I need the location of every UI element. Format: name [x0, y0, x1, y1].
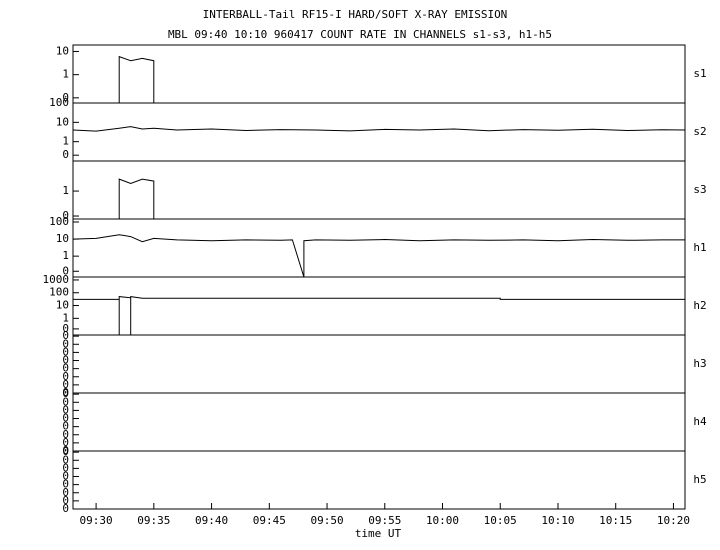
panel-frame — [72, 450, 686, 510]
chart-subtitle: MBL 09:40 10:10 960417 COUNT RATE IN CHA… — [168, 28, 552, 41]
x-tick-label: 10:00 — [426, 514, 459, 527]
y-tick-label: 100 — [49, 286, 69, 299]
x-tick-label: 10:15 — [599, 514, 632, 527]
y-tick-label: 0 — [62, 445, 69, 458]
x-tick-label: 09:30 — [80, 514, 113, 527]
panel-label: h4 — [693, 415, 707, 428]
y-tick-label: 0 — [62, 502, 69, 515]
y-tick-label: 0 — [62, 386, 69, 399]
y-tick-label: 0 — [62, 403, 69, 416]
y-tick-label: 100 — [49, 215, 69, 228]
panel-frame — [72, 218, 686, 278]
y-tick-label: 0 — [62, 370, 69, 383]
y-tick-label: 0 — [62, 412, 69, 425]
chart-title: INTERBALL-Tail RF15-I HARD/SOFT X-RAY EM… — [203, 8, 508, 21]
y-tick-label: 0 — [62, 354, 69, 367]
panel-label: s1 — [693, 67, 706, 80]
y-tick-label: 0 — [62, 378, 69, 391]
panel-frame — [72, 276, 686, 336]
data-line — [72, 234, 685, 278]
y-tick-label: 0 — [62, 470, 69, 483]
y-tick-label: 10 — [56, 115, 69, 128]
y-tick-label: 0 — [62, 91, 69, 104]
panel-frame — [72, 160, 686, 220]
y-tick-label: 0 — [62, 395, 69, 408]
y-tick-label: 0 — [62, 345, 69, 358]
x-tick-label: 10:05 — [484, 514, 517, 527]
panel-label: s3 — [693, 183, 706, 196]
panel-frame — [72, 102, 686, 162]
y-tick-label: 0 — [62, 387, 69, 400]
x-tick-label: 10:10 — [541, 514, 574, 527]
y-tick-label: 0 — [62, 494, 69, 507]
y-tick-label: 0 — [62, 428, 69, 441]
x-tick-label: 09:55 — [368, 514, 401, 527]
y-tick-label: 0 — [62, 337, 69, 350]
panel-frame — [72, 44, 686, 104]
y-tick-label: 10 — [56, 232, 69, 245]
y-tick-label: 0 — [62, 478, 69, 491]
panel-frame — [72, 392, 686, 452]
y-tick-label: 0 — [62, 329, 69, 342]
panel-label: h3 — [693, 357, 706, 370]
y-tick-label: 0 — [62, 209, 69, 222]
y-tick-label: 0 — [62, 444, 69, 457]
y-tick-label: 1 — [62, 68, 69, 81]
y-tick-label: 10 — [56, 299, 69, 312]
y-tick-label: 1000 — [43, 273, 70, 286]
x-tick-label: 10:20 — [657, 514, 690, 527]
y-tick-label: 0 — [62, 461, 69, 474]
y-tick-label: 0 — [62, 264, 69, 277]
y-tick-label: 0 — [62, 148, 69, 161]
y-tick-label: 0 — [62, 362, 69, 375]
y-tick-label: 0 — [62, 453, 69, 466]
panel-label: h2 — [693, 299, 706, 312]
y-tick-label: 100 — [49, 96, 69, 109]
x-tick-label: 09:40 — [195, 514, 228, 527]
y-tick-label: 0 — [62, 322, 69, 335]
x-tick-label: 09:35 — [137, 514, 170, 527]
y-tick-label: 0 — [62, 420, 69, 433]
panel-frame — [72, 334, 686, 394]
data-line — [73, 296, 685, 335]
y-tick-label: 1 — [62, 249, 69, 262]
y-tick-label: 1 — [62, 311, 69, 324]
data-line — [118, 178, 155, 219]
y-tick-label: 0 — [62, 486, 69, 499]
x-tick-label: 09:50 — [310, 514, 343, 527]
panel-label: s2 — [693, 125, 706, 138]
panel-label: h5 — [693, 473, 706, 486]
y-tick-label: 1 — [62, 184, 69, 197]
panel-label: h1 — [693, 241, 706, 254]
x-tick-label: 09:45 — [253, 514, 286, 527]
y-tick-label: 10 — [56, 44, 69, 57]
data-line — [118, 55, 155, 103]
y-tick-label: 0 — [62, 436, 69, 449]
y-tick-label: 1 — [62, 135, 69, 148]
data-line — [72, 126, 686, 132]
x-axis-label: time UT — [355, 527, 402, 540]
